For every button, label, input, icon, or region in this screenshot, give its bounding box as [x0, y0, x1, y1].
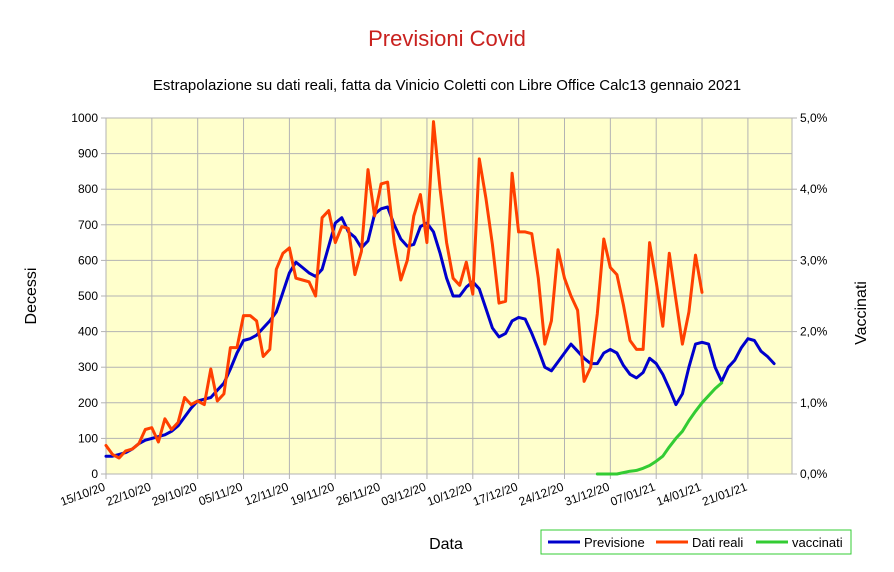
x-tick-label: 29/10/20 [150, 480, 199, 509]
legend-label-dati-reali: Dati reali [692, 535, 743, 550]
y-tick-label: 1000 [71, 111, 98, 125]
y-tick-label: 100 [78, 431, 98, 445]
legend-box [540, 529, 852, 555]
y2-axis-label: Vaccinati [853, 281, 870, 345]
y2-tick-label: 2,0% [800, 325, 828, 339]
series-lines [104, 120, 776, 476]
y-tick-label: 600 [78, 253, 98, 267]
x-tick-label: 14/01/21 [654, 480, 703, 509]
x-tick-label: 03/12/20 [379, 480, 428, 509]
x-tick-label: 19/11/20 [288, 480, 336, 509]
series-line-vaccinati [595, 381, 724, 476]
chart-subtitle: Estrapolazione su dati reali, fatta da V… [153, 77, 741, 94]
y-tick-label: 400 [78, 325, 98, 339]
y2-tick-label: 1,0% [800, 396, 828, 410]
series-line-dati-reali [104, 120, 704, 460]
plot-frame [105, 117, 793, 475]
x-tick-label: 26/11/20 [334, 480, 382, 509]
x-tick-label: 17/12/20 [471, 480, 520, 509]
y2-tick-label: 3,0% [800, 253, 828, 267]
y-tick-label: 500 [78, 289, 98, 303]
y-tick-label: 800 [78, 182, 98, 196]
y-tick-label: 900 [78, 147, 98, 161]
y-tick-label: 300 [78, 360, 98, 374]
x-tick-label: 24/12/20 [517, 480, 566, 509]
legend-label-previsione: Previsione [584, 535, 645, 550]
chart-title: Previsioni Covid [368, 26, 526, 51]
x-tick-label: 05/11/20 [197, 480, 245, 509]
series-line-previsione [104, 205, 776, 458]
y2-tick-label: 5,0% [800, 111, 828, 125]
y2-tick-label: 0,0% [800, 467, 828, 481]
y-tick-label: 0 [91, 467, 98, 481]
x-tick-label: 12/11/20 [243, 480, 291, 509]
x-tick-label: 15/10/20 [58, 480, 107, 509]
legend-label-vaccinati: vaccinati [792, 535, 843, 550]
y2-tick-label: 4,0% [800, 182, 828, 196]
y-tick-label: 200 [78, 396, 98, 410]
x-tick-label: 22/10/20 [104, 480, 153, 509]
x-tick-label: 31/12/20 [563, 480, 612, 509]
y-axis-label: Decessi [23, 268, 40, 325]
legend: Previsione Dati reali vaccinati [540, 529, 852, 555]
x-tick-label: 10/12/20 [425, 480, 474, 509]
x-tick-label: 21/01/21 [700, 480, 749, 509]
x-axis-label: Data [429, 536, 463, 553]
y-tick-label: 700 [78, 218, 98, 232]
x-tick-label: 07/01/21 [609, 480, 658, 509]
